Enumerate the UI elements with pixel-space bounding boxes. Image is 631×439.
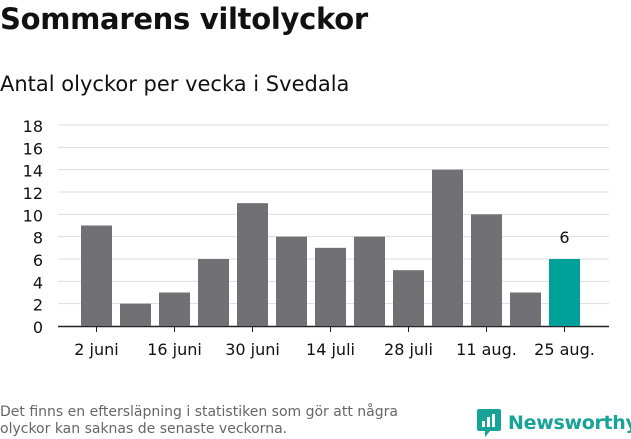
- brand-logo: Newsworthy: [476, 408, 631, 438]
- footnote-line-1: Det finns en eftersläpning i statistiken…: [0, 404, 398, 420]
- bar: [354, 236, 385, 326]
- y-tick-label: 4: [33, 273, 43, 292]
- data-label: 6: [559, 228, 569, 247]
- bar: [237, 203, 268, 326]
- bar: [432, 169, 463, 326]
- bar: [81, 225, 112, 326]
- footnote: Det finns en eftersläpning i statistiken…: [0, 404, 450, 438]
- y-tick-label: 16: [23, 139, 43, 158]
- data-labels: 6: [559, 228, 569, 247]
- x-tick-label: 30 juni: [225, 340, 280, 359]
- bar: [393, 270, 424, 326]
- y-tick-label: 12: [23, 184, 43, 203]
- chart-title: Sommarens viltolyckor: [0, 2, 368, 36]
- x-tick-label: 25 aug.: [534, 340, 595, 359]
- x-tick-label: 2 juni: [74, 340, 118, 359]
- bar: [510, 292, 541, 326]
- bar-chart: 0 2 4 6 8 10 12 14 16 18 2 juni 16 juni 30 juni 14 j…: [23, 117, 609, 359]
- y-tick-label: 6: [33, 251, 43, 270]
- bar: [276, 236, 307, 326]
- newsworthy-logo-icon: [477, 409, 501, 437]
- chart-subtitle: Antal olyckor per vecka i Svedala: [0, 72, 350, 96]
- brand-name: Newsworthy: [508, 412, 631, 434]
- y-tick-label: 14: [23, 162, 43, 181]
- bar: [315, 247, 346, 326]
- y-tick-label: 0: [33, 318, 43, 337]
- bar: [549, 259, 580, 326]
- y-tick-label: 8: [33, 229, 43, 248]
- x-tick-label: 16 juni: [147, 340, 202, 359]
- y-tick-label: 18: [23, 117, 43, 136]
- bar: [159, 292, 190, 326]
- x-tick-label: 11 aug.: [456, 340, 517, 359]
- bar: [198, 259, 229, 326]
- y-tick-label: 10: [23, 206, 43, 225]
- y-tick-label: 2: [33, 296, 43, 315]
- footnote-line-2: olyckor kan saknas de senaste veckorna.: [0, 421, 288, 437]
- bars: [81, 169, 580, 326]
- x-axis-ticks: 2 juni 16 juni 30 juni 14 juli 28 juli 11 aug…: [74, 326, 595, 359]
- bar: [471, 214, 502, 326]
- y-axis-ticks: 0 2 4 6 8 10 12 14 16 18: [23, 117, 43, 337]
- bar: [120, 303, 151, 326]
- x-tick-label: 14 juli: [306, 340, 355, 359]
- x-tick-label: 28 juli: [384, 340, 433, 359]
